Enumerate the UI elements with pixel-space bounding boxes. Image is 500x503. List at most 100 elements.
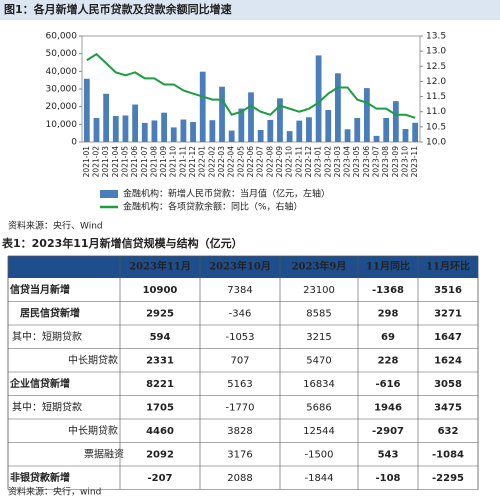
bar — [306, 117, 312, 142]
row-label: 中长期贷款 — [68, 424, 118, 437]
table-cell: -108 — [375, 473, 400, 484]
table-cell: 5163 — [227, 379, 252, 390]
legend-label: 金融机构：新增人民币贷款：当月值（亿元，左轴） — [123, 188, 330, 200]
table-cell: 298 — [378, 308, 399, 319]
y2-tick-label: 13.5 — [426, 32, 446, 42]
x-tick-label: 2023-07 — [372, 146, 381, 178]
bar — [354, 117, 361, 142]
bar — [335, 73, 341, 142]
table-cell: 4460 — [146, 426, 174, 437]
x-tick-label: 2021-06 — [130, 146, 139, 178]
bar — [325, 110, 332, 142]
x-tick-label: 2022-06 — [246, 146, 255, 178]
table-cell: 69 — [381, 332, 395, 343]
table-header-cell: 11月同比 — [366, 260, 410, 273]
bar — [402, 128, 409, 142]
x-tick-label: 2021-09 — [159, 146, 168, 178]
table-cell: 8221 — [146, 379, 174, 390]
table-cell: 3516 — [434, 285, 462, 296]
x-tick-label: 2022-09 — [275, 146, 284, 178]
bar — [363, 88, 370, 142]
table-cell: -2295 — [432, 473, 464, 484]
table-cell: -346 — [229, 308, 252, 319]
bar — [344, 129, 351, 142]
x-tick-label: 2022-02 — [207, 146, 216, 178]
y-tick-label: 50,000 — [46, 49, 78, 59]
table-cell: 1705 — [146, 402, 174, 413]
x-tick-label: 2021-08 — [149, 146, 158, 178]
row-label: 其中：短期贷款 — [12, 400, 82, 413]
table-cell: 3215 — [306, 332, 331, 343]
table-title: 表1：2023年11月新增信贷规模与结构（亿元） — [1, 236, 243, 250]
table-cell: 2331 — [146, 355, 174, 366]
line — [86, 52, 416, 119]
x-tick-label: 2022-05 — [236, 146, 245, 178]
y2-tick-label: 12.0 — [426, 77, 446, 87]
table-cell: 1946 — [374, 402, 402, 413]
table-cell: -1084 — [432, 449, 464, 460]
y2-tick-label: 10.5 — [426, 122, 446, 132]
x-tick-label: 2022-04 — [227, 146, 236, 178]
table-cell: 707 — [230, 355, 249, 366]
x-tick-label: 2023-06 — [362, 146, 371, 178]
x-tick-label: 2023-01 — [314, 146, 323, 178]
table-cell: -1053 — [225, 332, 254, 343]
table-cell: -616 — [375, 379, 400, 390]
table-header-cell: 2023年9月 — [292, 260, 347, 273]
bar — [103, 93, 110, 142]
x-tick-label: 2021-03 — [101, 146, 110, 178]
x-tick-label: 2021-10 — [169, 146, 178, 178]
table-cell: 3828 — [227, 426, 252, 437]
bar — [219, 86, 225, 142]
x-tick-label: 2021-12 — [188, 146, 197, 178]
y-tick-label: 40,000 — [46, 67, 78, 77]
table-cell: 228 — [378, 355, 399, 366]
table-cell: 2925 — [146, 308, 174, 319]
y2-tick-label: 13.0 — [426, 47, 446, 57]
table-cell: 12544 — [303, 426, 335, 437]
x-tick-label: 2022-07 — [256, 146, 265, 178]
x-tick-label: 2022-12 — [304, 146, 313, 178]
legend-swatch — [100, 190, 118, 198]
table-cell: 1647 — [434, 332, 462, 343]
row-label: 中长期贷款 — [68, 353, 118, 366]
y-tick-label: 20,000 — [46, 102, 78, 112]
bar — [93, 117, 100, 142]
bar — [392, 101, 399, 142]
x-tick-label: 2021-04 — [111, 146, 120, 178]
x-tick-label: 2022-08 — [265, 146, 274, 178]
bar — [209, 120, 216, 142]
table-cell: 5686 — [306, 402, 331, 413]
table-cell: 3058 — [434, 379, 462, 390]
bar — [180, 119, 187, 142]
table-cell: 8585 — [306, 308, 331, 319]
table-cell: 16834 — [303, 379, 335, 390]
y2-tick-label: 10.0 — [426, 138, 446, 148]
table-cell: 543 — [378, 449, 399, 460]
bar — [286, 131, 293, 142]
table-header-cell: 2023年11月 — [129, 260, 191, 273]
bar — [112, 116, 119, 142]
bar — [161, 112, 167, 142]
y2-tick-label: 12.5 — [426, 62, 446, 72]
legend-label: 金融机构：各项贷款余额：同比（%，右轴） — [123, 201, 303, 213]
x-tick-label: 2021-05 — [120, 146, 129, 178]
table-cell: 7384 — [227, 285, 252, 296]
bar — [151, 120, 158, 142]
row-label: 非银贷款新增 — [10, 471, 70, 484]
table-cell: -2907 — [372, 426, 404, 437]
table-cell: 3176 — [227, 449, 252, 460]
row-label: 居民信贷新增 — [20, 306, 80, 319]
table-cell: -1770 — [225, 402, 254, 413]
y2-tick-label: 11.0 — [426, 107, 446, 117]
bar — [315, 55, 322, 142]
bar — [383, 117, 390, 142]
table-cell: 3271 — [434, 308, 462, 319]
x-tick-label: 2021-02 — [91, 146, 100, 178]
bar — [373, 135, 380, 142]
bar — [228, 130, 235, 142]
figure-source: 资料来源：央行、Wind — [8, 220, 103, 232]
bar — [257, 130, 264, 142]
table-header-cell: 2023年10月 — [209, 260, 271, 273]
bar — [141, 122, 148, 142]
